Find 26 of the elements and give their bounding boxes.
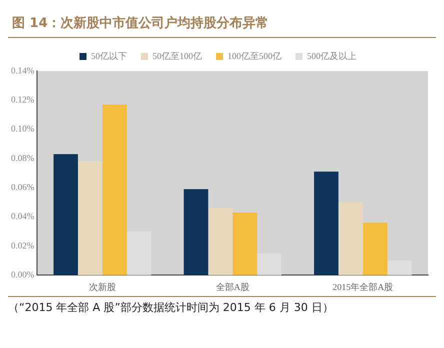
y-tick-label: 0.00%: [10, 270, 35, 280]
bar: [208, 208, 233, 276]
bar: [54, 154, 78, 276]
x-tick-label: 全部A股: [216, 282, 250, 292]
y-tick-label: 0.02%: [10, 240, 35, 250]
y-tick-label: 0.12%: [10, 94, 35, 105]
y-tick-label: 0.06%: [10, 182, 35, 192]
y-tick-label: 0.14%: [10, 65, 35, 76]
y-tick-label: 0.08%: [10, 152, 35, 163]
bar: [338, 202, 363, 276]
legend-label: 50亿至100亿: [152, 50, 202, 61]
legend-label: 500亿及以上: [307, 50, 356, 61]
y-tick-label: 0.10%: [10, 124, 35, 134]
y-tick-label: 0.04%: [10, 211, 35, 222]
bar: [78, 161, 102, 276]
chart-title: 图 14：次新股中市值公司户均持股分布异常: [8, 8, 436, 38]
bar: [102, 104, 127, 276]
bar: [362, 222, 388, 276]
legend-label: 100亿至500亿: [228, 50, 282, 61]
text: （“2015 年全部 A 股”部分数据统计时间为 2015 年 6 月 30 日）: [8, 296, 436, 315]
x-tick-label: 次新股: [88, 282, 116, 292]
legend-label: 50亿以下: [91, 50, 127, 61]
x-tick-label: 2015年全部A股: [332, 282, 394, 292]
bar: [232, 212, 258, 276]
bar: [184, 189, 208, 276]
bar: [314, 172, 338, 276]
